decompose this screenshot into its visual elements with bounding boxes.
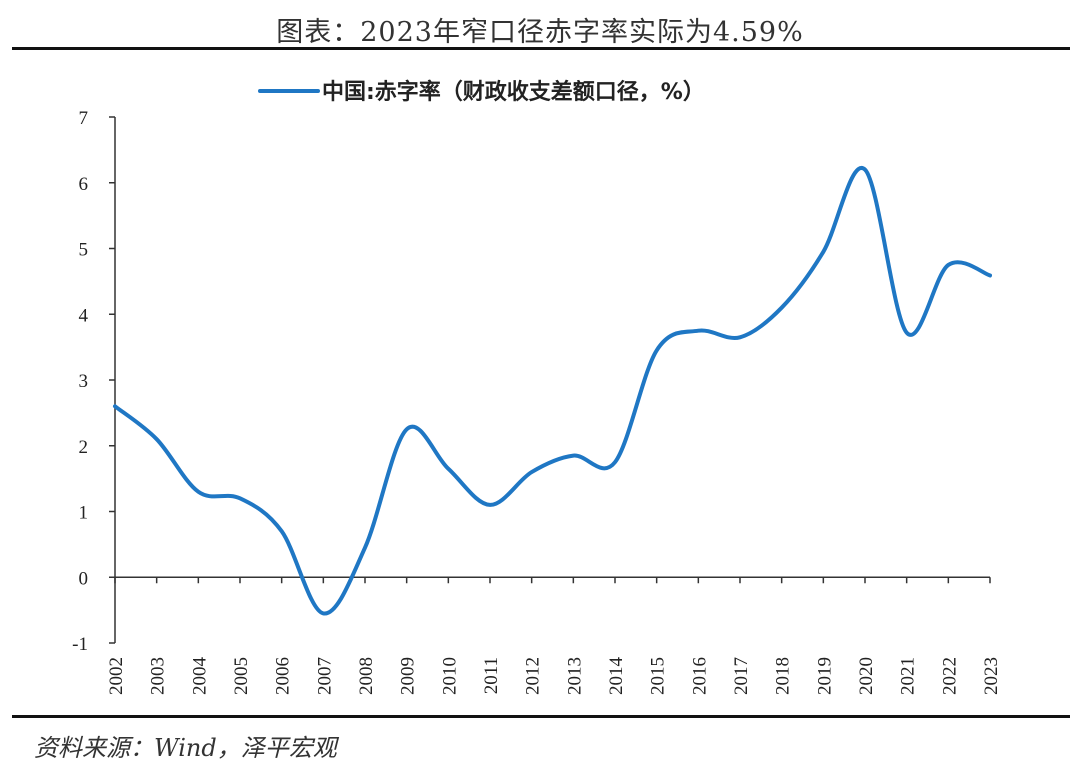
x-tick-label: 2003 xyxy=(148,657,169,695)
x-tick-label: 2019 xyxy=(814,657,835,695)
x-tick-label: 2011 xyxy=(481,657,502,694)
x-tick-label: 2005 xyxy=(231,657,252,695)
y-axis-ticks: -1 0 1 2 3 4 5 6 7 xyxy=(72,108,115,655)
footer-divider xyxy=(12,715,1070,718)
x-tick-label: 2021 xyxy=(898,657,919,695)
x-tick-label: 2002 xyxy=(106,657,127,695)
chart-title: 图表：2023年窄口径赤字率实际为4.59% xyxy=(276,17,804,48)
y-tick-label: 4 xyxy=(79,305,89,326)
legend: 中国:赤字率（财政收支差额口径，%） xyxy=(258,79,705,105)
y-tick-label: 3 xyxy=(79,371,89,392)
x-tick-label: 2023 xyxy=(981,657,1002,695)
y-tick-label: -1 xyxy=(72,634,88,655)
y-tick-label: 1 xyxy=(79,503,89,524)
x-tick-label: 2022 xyxy=(939,657,960,695)
x-axis-ticks: 2002 2003 2004 2005 2006 2007 2008 2009 2010 2011… xyxy=(106,577,1002,695)
axes xyxy=(114,117,990,643)
series-line xyxy=(113,165,992,616)
title-divider xyxy=(12,47,1070,50)
y-tick-label: 5 xyxy=(79,240,89,261)
x-tick-label: 2016 xyxy=(689,657,710,695)
x-tick-label: 2020 xyxy=(856,657,877,695)
legend-label: 中国:赤字率（财政收支差额口径，%） xyxy=(322,79,705,105)
x-tick-label: 2018 xyxy=(773,657,794,695)
source-note: 资料来源：Wind，泽平宏观 xyxy=(34,734,337,762)
x-tick-label: 2012 xyxy=(523,657,544,695)
x-tick-label: 2007 xyxy=(314,657,335,695)
y-tick-label: 7 xyxy=(79,108,89,129)
x-tick-label: 2008 xyxy=(356,657,377,695)
x-tick-label: 2010 xyxy=(439,657,460,695)
y-tick-label: 6 xyxy=(79,174,89,195)
x-tick-label: 2017 xyxy=(731,657,752,695)
y-tick-label: 0 xyxy=(79,568,89,589)
x-tick-label: 2015 xyxy=(648,657,669,695)
x-tick-label: 2013 xyxy=(564,657,585,695)
x-tick-label: 2014 xyxy=(606,657,627,696)
x-tick-label: 2006 xyxy=(273,657,294,695)
y-tick-label: 2 xyxy=(79,437,89,458)
x-tick-label: 2009 xyxy=(398,657,419,695)
x-tick-label: 2004 xyxy=(189,657,210,696)
